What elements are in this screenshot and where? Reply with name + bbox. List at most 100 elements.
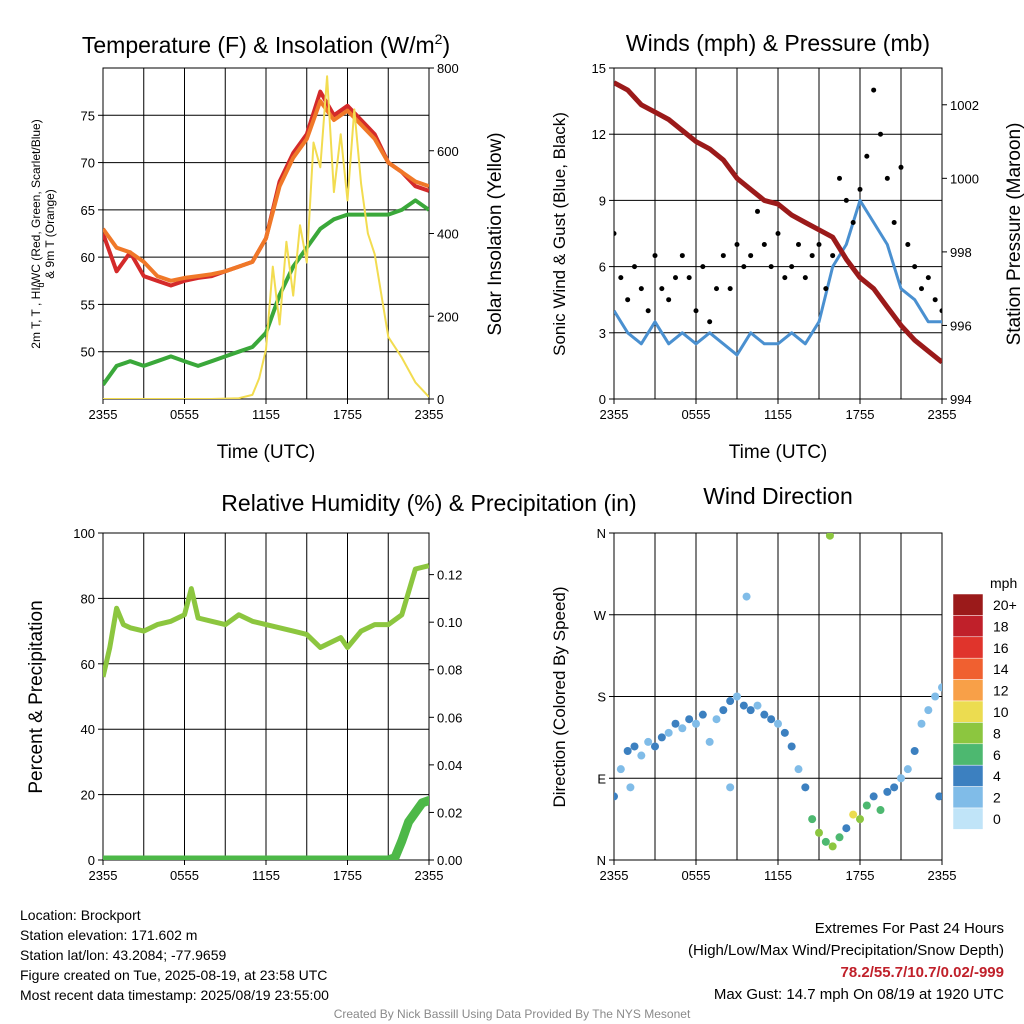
direction-point — [739, 701, 748, 710]
y-tick-label: 50 — [81, 345, 95, 360]
y-tick-label: N — [597, 526, 606, 541]
y2-axis-label: Solar Insolation (Yellow) — [485, 132, 506, 335]
y-tick-label: 60 — [81, 250, 95, 265]
location-text: Location: Brockport — [20, 907, 141, 923]
gust-point — [884, 175, 890, 181]
y2-tick-label: 0 — [437, 392, 444, 407]
gust-point — [864, 153, 870, 159]
gust-point — [802, 275, 808, 281]
direction-point — [746, 706, 755, 715]
gust-point — [645, 308, 651, 314]
gust-point — [857, 186, 863, 192]
legend-swatch — [952, 636, 984, 659]
x-tick-label: 2355 — [89, 868, 118, 883]
direction-point — [825, 533, 834, 540]
temperature-series-2 — [103, 99, 429, 283]
y2-tick-label: 0.02 — [437, 805, 462, 820]
direction-point — [856, 815, 864, 824]
x-tick-label: 1755 — [846, 868, 875, 883]
direction-point — [698, 710, 707, 719]
legend-label: 12 — [993, 683, 1009, 699]
gust-point — [912, 264, 918, 270]
legend-swatch — [952, 786, 984, 809]
extremes-title: Extremes For Past 24 Hours — [814, 920, 1004, 937]
x-tick-label: 2355 — [600, 868, 629, 883]
legend-label: 14 — [993, 661, 1009, 677]
gust-point — [891, 219, 897, 225]
direction-point — [712, 715, 721, 724]
y-tick-label: 70 — [81, 156, 95, 171]
x-tick-label: 2355 — [415, 868, 444, 883]
gust-point — [714, 286, 719, 292]
direction-point — [835, 833, 844, 842]
series-group — [103, 563, 429, 860]
gust-point — [673, 275, 678, 281]
wind-speed-line — [614, 198, 942, 357]
panel-3 — [102, 532, 430, 865]
legend-label: 20+ — [993, 597, 1017, 613]
temperature-series-4 — [103, 75, 429, 399]
y-tick-label: S — [597, 690, 606, 705]
direction-point — [742, 592, 751, 601]
created-text: Figure created on Tue, 2025-08-19, at 23… — [20, 967, 328, 983]
y-tick-label: 3 — [599, 326, 606, 341]
x-tick-label: 1755 — [333, 407, 362, 422]
gust-point — [919, 286, 924, 292]
gust-point — [659, 286, 665, 292]
gust-point — [796, 242, 801, 248]
gust-point — [905, 242, 911, 248]
series-group — [614, 533, 942, 851]
direction-point — [931, 692, 940, 701]
x-tick-label: 1155 — [252, 407, 280, 422]
direction-point — [651, 742, 659, 751]
y2-tick-label: 0.00 — [437, 853, 462, 868]
y-tick-label: 100 — [73, 526, 95, 541]
latlon-text: Station lat/lon: 43.2084; -77.9659 — [20, 947, 227, 963]
direction-point — [767, 715, 776, 724]
gust-point — [638, 286, 644, 292]
y-tick-label: 60 — [81, 657, 95, 672]
y2-tick-label: 0.12 — [437, 568, 462, 583]
gust-point — [741, 264, 747, 270]
gust-point — [809, 253, 815, 259]
gust-point — [700, 264, 706, 270]
x-axis-label: Time (UTC) — [217, 442, 316, 463]
y-axis-label: 2m T, T , HI/WC (Red, Green, Scarlet/Blu… — [29, 119, 43, 348]
gust-point — [618, 275, 624, 281]
x-tick-label: 1155 — [764, 407, 792, 422]
legend-label: 8 — [993, 725, 1001, 741]
direction-point — [616, 765, 625, 774]
extremes-values: 78.2/55.7/10.7/0.02/-999 — [840, 964, 1004, 981]
y2-tick-label: 0.08 — [437, 663, 462, 678]
panel-title: Winds (mph) & Pressure (mb) — [626, 30, 930, 56]
direction-point — [890, 783, 899, 792]
legend-swatch — [952, 764, 984, 787]
gust-point — [768, 264, 774, 270]
direction-point — [938, 683, 942, 692]
direction-point — [897, 774, 905, 783]
direction-point — [794, 765, 803, 774]
direction-point — [903, 765, 912, 774]
x-tick-label: 0555 — [170, 407, 199, 422]
panel-title: Temperature (F) & Insolation (W/m2) — [82, 31, 450, 58]
y-axis-label-2: & 9m T (Orange) — [43, 189, 57, 279]
x-tick-label: 1155 — [764, 868, 792, 883]
humidity-line — [103, 563, 429, 678]
direction-point — [787, 742, 796, 751]
elevation-text: Station elevation: 171.602 m — [20, 927, 198, 943]
direction-point — [808, 815, 817, 824]
panel-title: Wind Direction — [703, 483, 853, 509]
gust-point — [625, 297, 631, 303]
y-tick-label: E — [597, 771, 606, 786]
y-tick-label: N — [597, 853, 606, 868]
y2-tick-label: 998 — [950, 245, 972, 260]
y-tick-label: W — [594, 608, 607, 623]
station-info: Location: Brockport Station elevation: 1… — [20, 905, 329, 1005]
gust-point — [686, 275, 692, 281]
max-gust-text: Max Gust: 14.7 mph On 08/19 at 1920 UTC — [713, 986, 1004, 1003]
x-tick-label: 1755 — [846, 407, 875, 422]
gust-point — [823, 286, 829, 292]
x-tick-label: 2355 — [928, 407, 957, 422]
x-tick-label: 2355 — [89, 407, 118, 422]
gust-point — [720, 253, 726, 259]
